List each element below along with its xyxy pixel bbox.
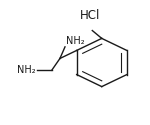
Text: NH₂: NH₂ (66, 36, 84, 46)
Text: HCl: HCl (80, 9, 100, 22)
Text: NH₂: NH₂ (17, 65, 35, 75)
